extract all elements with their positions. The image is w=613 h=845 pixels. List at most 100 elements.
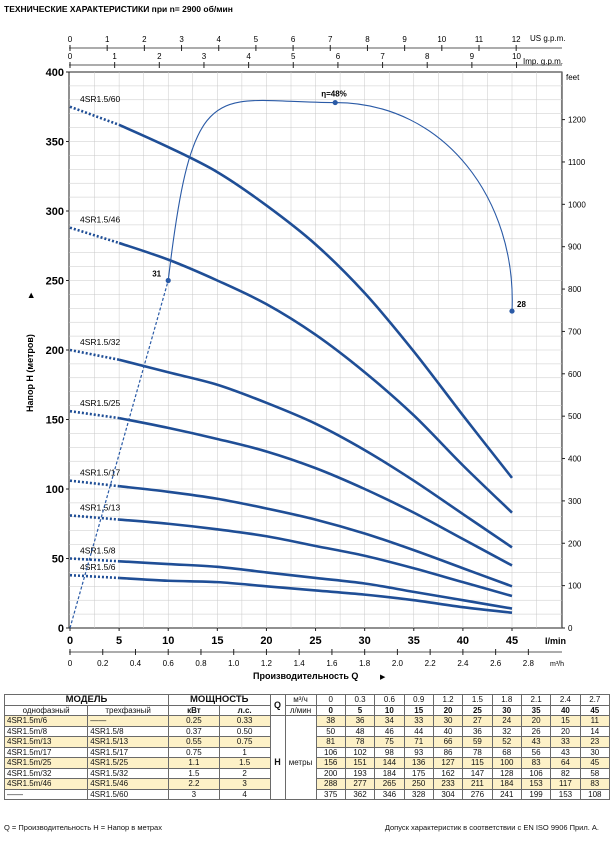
head-cell: 24 bbox=[491, 715, 522, 727]
peak-efficiency-label: η=48% bbox=[321, 90, 347, 99]
model-three: 4SR1.5/17 bbox=[87, 746, 170, 758]
q-label: Q bbox=[269, 694, 286, 716]
x-tick-label: 10 bbox=[162, 635, 174, 647]
model-three: 4SR1.5/13 bbox=[87, 736, 170, 748]
model-single: 4SR1.5m/17 bbox=[3, 746, 89, 758]
power-hp: 3 bbox=[218, 778, 271, 790]
curve-label: 4SR1.5/6 bbox=[80, 562, 116, 572]
y-tick-label: 200 bbox=[46, 345, 64, 357]
lmin-cell: 40 bbox=[550, 704, 581, 716]
table-row: 4SR1.5m/32 4SR1.5/32 1.5 2 200 193 184 1… bbox=[3, 767, 611, 779]
imp-gpm-tick-label: 9 bbox=[470, 52, 475, 61]
head-cell: 78 bbox=[462, 746, 493, 758]
us-gpm-tick-label: 8 bbox=[365, 35, 370, 44]
y-tick-label: 250 bbox=[46, 276, 64, 288]
pump-curve bbox=[118, 358, 513, 549]
head-cell: 106 bbox=[520, 767, 552, 779]
feet-tick-label: 400 bbox=[568, 455, 582, 464]
head-cell: 36 bbox=[462, 725, 493, 737]
pump-curve-start-dotted bbox=[69, 348, 120, 362]
us-gpm-tick-label: 12 bbox=[512, 35, 521, 44]
head-cell: 184 bbox=[491, 778, 522, 790]
head-cell: 144 bbox=[374, 757, 405, 769]
m3h-unit: м³/ч bbox=[284, 694, 317, 706]
feet-tick-label: 300 bbox=[568, 497, 582, 506]
power-hp: 1 bbox=[218, 746, 271, 758]
head-cell: 151 bbox=[344, 757, 376, 769]
power-hp: 2 bbox=[218, 767, 271, 779]
model-three: 4SR1.5/25 bbox=[87, 757, 170, 769]
feet-tick-label: 100 bbox=[568, 582, 582, 591]
us-gpm-tick-label: 2 bbox=[142, 35, 147, 44]
model-single: 4SR1.5m/32 bbox=[3, 767, 89, 779]
power-kw: 1.1 bbox=[168, 757, 220, 769]
m3h-tick-label: 0.4 bbox=[130, 659, 142, 668]
performance-table: МОДЕЛЬ МОЩНОСТЬ Q м³/ч 0 0.3 0.6 0.9 1.2… bbox=[3, 694, 611, 800]
model-single: 4SR1.5m/46 bbox=[3, 778, 89, 790]
x-tick-label: 45 bbox=[506, 635, 518, 647]
head-cell: 30 bbox=[579, 746, 611, 758]
h-spacer bbox=[284, 715, 317, 726]
power-hp: 1.5 bbox=[218, 757, 271, 769]
m3h-tick-label: 0 bbox=[68, 659, 73, 668]
curve-label: 4SR1.5/32 bbox=[80, 337, 120, 347]
table-row: 4SR1.5m/8 4SR1.5/8 0.37 0.50 50 48 46 44… bbox=[3, 725, 611, 737]
m3h-cell: 2.4 bbox=[550, 694, 581, 706]
q-spacer bbox=[269, 726, 286, 737]
y-tick-label: 50 bbox=[52, 554, 64, 566]
head-cell: 23 bbox=[579, 736, 611, 748]
m3h-cell: 0.3 bbox=[344, 694, 376, 706]
imp-gpm-tick-label: 0 bbox=[68, 52, 73, 61]
lmin-cell: 20 bbox=[432, 704, 464, 716]
power-kw: 0.75 bbox=[168, 746, 220, 758]
m3h-cell: 1.2 bbox=[432, 694, 464, 706]
power-hp: 0.50 bbox=[218, 725, 271, 737]
h-unit: метры bbox=[284, 757, 317, 768]
m3h-cell: 0.9 bbox=[403, 694, 434, 706]
x-tick-label: 5 bbox=[116, 635, 122, 647]
pump-curve-start-dotted bbox=[69, 409, 120, 420]
head-cell: 15 bbox=[550, 715, 581, 727]
head-cell: 127 bbox=[432, 757, 464, 769]
head-cell: 56 bbox=[520, 746, 552, 758]
curve-label: 4SR1.5/13 bbox=[80, 502, 120, 512]
m3h-tick-label: 2.4 bbox=[457, 659, 469, 668]
pump-curve-start-dotted bbox=[69, 479, 120, 488]
x-axis-arrow: ▶ bbox=[380, 674, 386, 681]
lmin-cell: 25 bbox=[462, 704, 493, 716]
y-axis-label: Напор H (метров) bbox=[25, 334, 35, 412]
head-cell: 52 bbox=[491, 736, 522, 748]
head-cell: 36 bbox=[344, 715, 376, 727]
m3h-tick-label: 2.2 bbox=[425, 659, 437, 668]
h-spacer bbox=[284, 768, 317, 779]
us-gpm-tick-label: 9 bbox=[402, 35, 407, 44]
head-cell: 33 bbox=[403, 715, 434, 727]
power-kw: 0.55 bbox=[168, 736, 220, 748]
lmin-cell: 30 bbox=[491, 704, 522, 716]
head-cell: 156 bbox=[315, 757, 346, 769]
head-cell: 20 bbox=[550, 725, 581, 737]
m3h-tick-label: 1.4 bbox=[294, 659, 306, 668]
pump-curve bbox=[119, 518, 513, 598]
chart-title: ТЕХНИЧЕСКИЕ ХАРАКТЕРИСТИКИ при n= 2900 о… bbox=[4, 4, 233, 14]
y-tick-label: 0 bbox=[58, 623, 64, 635]
y-tick-label: 400 bbox=[46, 67, 64, 79]
pump-curve bbox=[119, 576, 513, 615]
head-cell: 304 bbox=[432, 788, 464, 800]
us-gpm-tick-label: 3 bbox=[179, 35, 184, 44]
lmin-cell: 35 bbox=[520, 704, 552, 716]
feet-tick-label: 900 bbox=[568, 243, 582, 252]
model-single: 4SR1.5m/8 bbox=[3, 725, 89, 737]
model-three: 4SR1.5/60 bbox=[87, 788, 170, 800]
curve-label: 4SR1.5/8 bbox=[80, 546, 116, 556]
m3h-tick-label: 0.6 bbox=[163, 659, 175, 668]
footer-tolerance-note: Допуск характеристик в соответствии с EN… bbox=[384, 823, 599, 832]
power-header: МОЩНОСТЬ bbox=[168, 694, 271, 706]
head-cell: 40 bbox=[432, 725, 464, 737]
lmin-cell: 0 bbox=[315, 704, 346, 716]
pump-curve-start-dotted bbox=[69, 573, 120, 580]
us-gpm-tick-label: 5 bbox=[254, 35, 259, 44]
table-row: —— 4SR1.5/60 3 4 375 362 346 328 304 276… bbox=[3, 788, 611, 800]
head-cell: 26 bbox=[520, 725, 552, 737]
efficiency-point-label: 28 bbox=[517, 300, 526, 309]
